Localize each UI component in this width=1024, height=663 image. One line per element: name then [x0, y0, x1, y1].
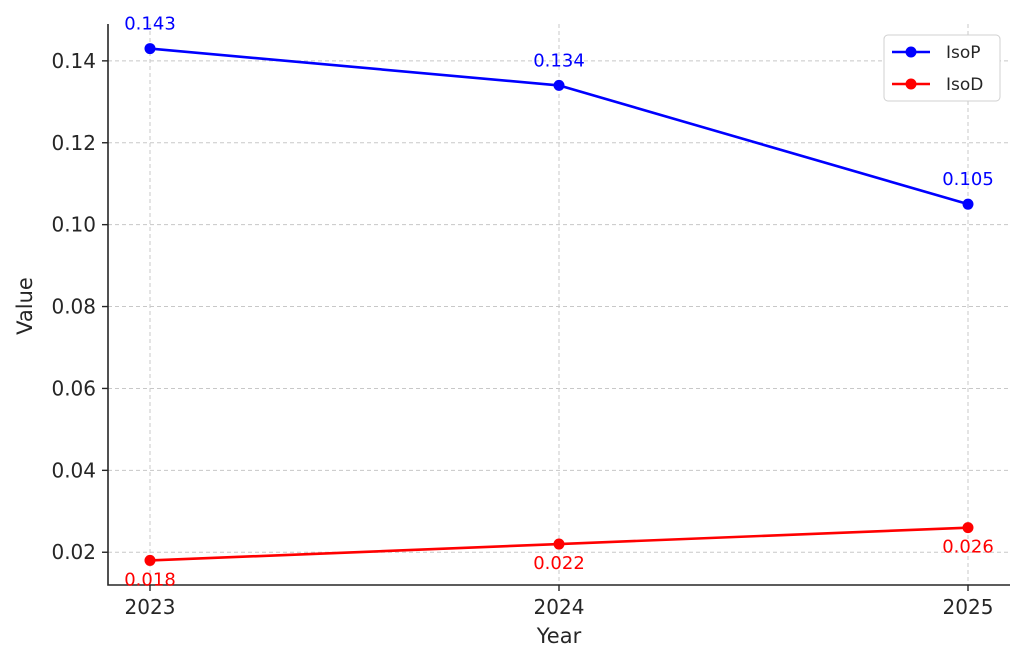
data-label-isop: 0.105 [942, 169, 994, 190]
y-tick-label: 0.04 [51, 458, 96, 482]
x-tick-label: 2025 [943, 595, 994, 619]
y-tick-label: 0.08 [51, 295, 96, 319]
legend-label-isop: IsoP [946, 43, 981, 63]
data-point-isop [144, 43, 156, 55]
y-tick-label: 0.10 [51, 213, 96, 237]
x-tick-label: 2023 [125, 595, 176, 619]
axis-spine [107, 24, 1010, 586]
y-tick-label: 0.02 [51, 540, 96, 564]
x-axis-title: Year [536, 624, 582, 648]
data-label-isop: 0.143 [124, 14, 176, 35]
legend-marker-isop [905, 46, 917, 58]
series-layer [144, 43, 974, 566]
data-point-isod [144, 554, 156, 566]
grid [108, 24, 1010, 585]
x-tick-label: 2024 [534, 595, 585, 619]
y-tick-label: 0.12 [51, 131, 96, 155]
legend: IsoP IsoD [883, 34, 1001, 102]
data-labels: 0.143 0.134 0.105 0.018 0.022 0.026 [124, 14, 994, 591]
data-label-isod: 0.026 [942, 537, 994, 558]
data-point-isop [962, 198, 974, 210]
y-axis-title: Value [13, 277, 37, 335]
y-tick-label: 0.14 [51, 49, 96, 73]
axes: 0.02 0.04 0.06 0.08 0.10 0.12 0.14 2023 2024 2025 [51, 24, 1010, 619]
legend-item-isod: IsoD [892, 75, 983, 95]
data-point-isod [553, 538, 565, 550]
legend-label-isod: IsoD [946, 75, 983, 95]
legend-marker-isod [905, 78, 917, 90]
data-label-isod: 0.018 [124, 569, 176, 590]
legend-item-isop: IsoP [892, 43, 981, 63]
data-label-isod: 0.022 [533, 553, 585, 574]
data-point-isod [962, 522, 974, 534]
y-tick-label: 0.06 [51, 376, 96, 400]
data-label-isop: 0.134 [533, 50, 585, 71]
data-point-isop [553, 79, 565, 91]
